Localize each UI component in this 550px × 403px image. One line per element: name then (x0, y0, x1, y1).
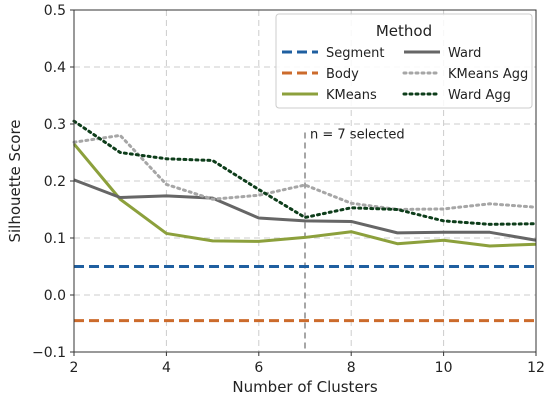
legend-box (275, 13, 533, 109)
x-tick-label: 12 (527, 360, 545, 376)
legend-label: Segment (326, 46, 385, 61)
annotation-layer: n = 7 selected (304, 127, 405, 352)
x-tick-label: 4 (162, 360, 171, 376)
selection-annotation: n = 7 selected (310, 127, 405, 142)
y-tick-label: 0.0 (44, 288, 66, 304)
legend-label: KMeans Agg (448, 67, 528, 82)
series-line-kmeans-agg (72, 133, 538, 211)
y-tick-label: 0.4 (44, 60, 66, 76)
y-axis-ticks: −0.1 0.0 0.1 0.2 0.3 0.4 0.5 (32, 3, 74, 361)
x-axis-ticks: 2 4 6 8 10 12 (70, 352, 545, 376)
legend-title: Method (376, 22, 432, 40)
legend-label: Ward Agg (448, 88, 511, 103)
y-tick-label: 0.1 (44, 231, 66, 247)
legend-label: KMeans (326, 88, 377, 103)
series-line-kmeans (72, 142, 537, 248)
legend: Method Segment Body KMeans Ward KMeans Agg Wa… (275, 13, 533, 109)
x-tick-label: 2 (70, 360, 79, 376)
series-line-ward (73, 178, 537, 242)
legend-items: Segment Body KMeans Ward KMeans Agg Ward Agg (282, 46, 528, 103)
y-tick-label: 0.2 (44, 174, 66, 190)
series-line-ward-agg (72, 119, 538, 226)
y-tick-label: 0.5 (44, 3, 66, 19)
y-tick-label: −0.1 (32, 345, 66, 361)
x-tick-label: 10 (435, 360, 453, 376)
y-tick-label: 0.3 (44, 117, 66, 133)
legend-label: Ward (448, 46, 481, 61)
series-lines (72, 119, 538, 323)
y-axis-label: Silhouette Score (6, 119, 24, 242)
x-axis-label: Number of Clusters (232, 378, 377, 396)
x-tick-label: 8 (347, 360, 356, 376)
legend-label: Body (326, 67, 359, 82)
x-tick-label: 6 (254, 360, 263, 376)
